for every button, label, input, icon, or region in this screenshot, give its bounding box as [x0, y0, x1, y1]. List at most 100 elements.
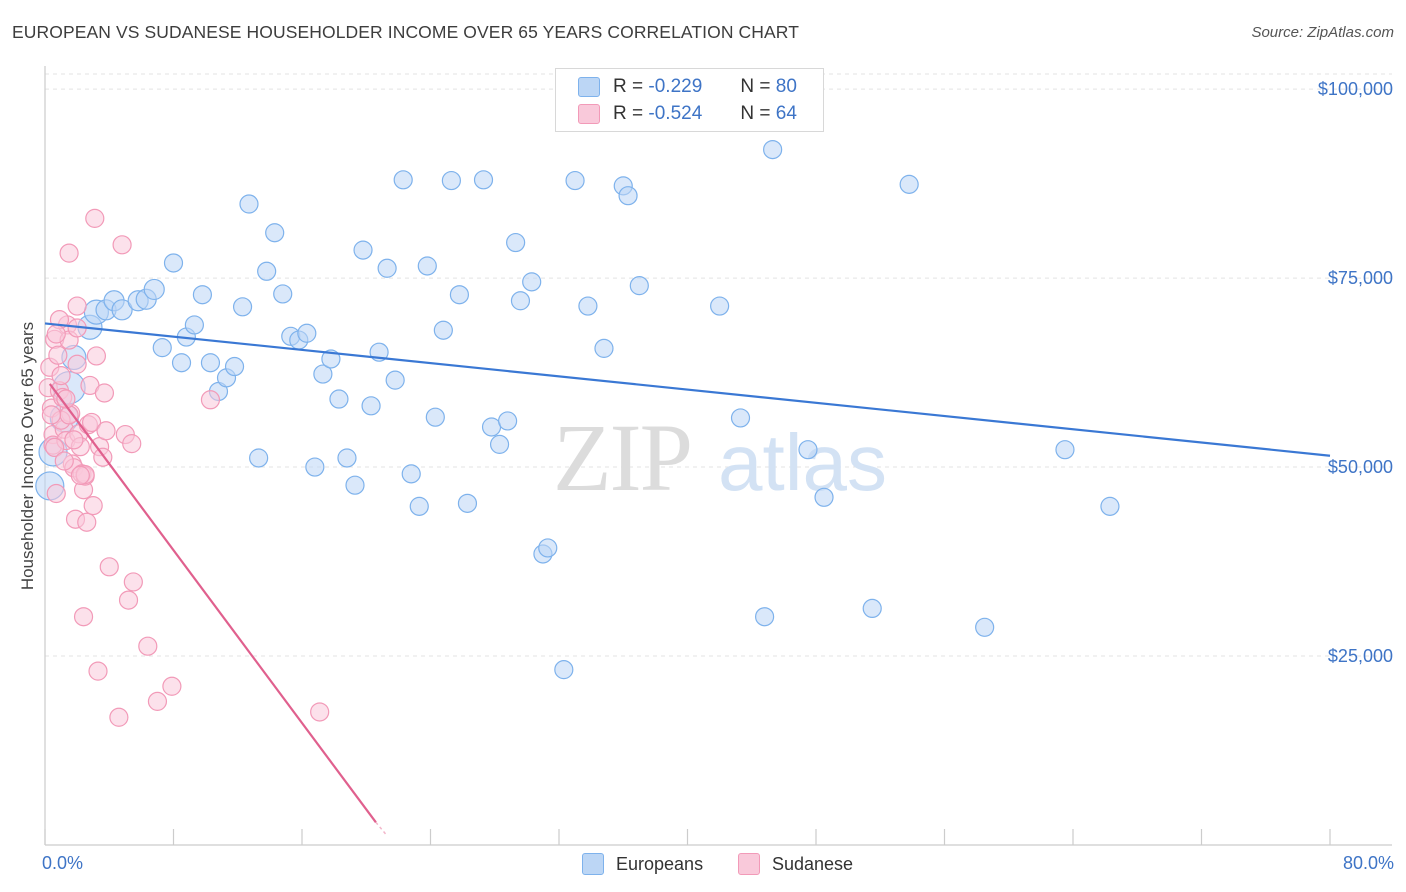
y-tick-label: $50,000 — [1328, 457, 1393, 477]
european-point — [192, 285, 213, 305]
sudanese-point — [56, 389, 76, 409]
sudanese-trend-line — [48, 383, 377, 823]
legend-row-europeans: R = -0.229 N = 80 — [578, 74, 797, 100]
europeans-swatch — [578, 77, 600, 97]
european-point — [385, 370, 405, 390]
european-point — [425, 407, 445, 427]
ticklabel-layer: $25,000 $50,000 $75,000 $100,000 0.0% 80.0% — [42, 79, 1394, 873]
european-point — [473, 170, 494, 190]
y-tick-label: $75,000 — [1328, 268, 1393, 288]
european-point — [361, 396, 381, 416]
sudanese-point — [147, 691, 168, 711]
legend-item-sudanese: Sudanese — [738, 852, 853, 876]
sudanese-point — [81, 412, 102, 433]
european-point — [510, 291, 531, 311]
sudanese-point — [51, 365, 71, 386]
r-label: R = — [613, 76, 644, 97]
sudanese-point — [85, 208, 105, 228]
european-point — [814, 487, 834, 507]
european-point — [449, 285, 470, 305]
european-point — [730, 408, 751, 428]
european-point — [409, 496, 429, 516]
european-point — [305, 457, 325, 477]
european-point — [798, 440, 818, 460]
stats-legend: R = -0.229 N = 80 R = -0.524 N = 64 — [555, 68, 824, 132]
x-tick-label: 0.0% — [42, 853, 83, 873]
european-point — [899, 174, 919, 194]
european-point — [629, 276, 649, 296]
sudanese-legend-swatch — [738, 853, 760, 875]
europeans-r-value: -0.229 — [648, 76, 703, 97]
european-point — [498, 411, 518, 431]
european-point — [321, 349, 341, 369]
europeans-legend-swatch — [582, 853, 604, 875]
sudanese-point — [45, 437, 65, 458]
european-point — [1055, 440, 1075, 460]
sudanese-points — [38, 208, 330, 727]
european-point — [337, 448, 357, 468]
watermark-atlas: atlas — [718, 418, 887, 507]
european-point — [329, 389, 349, 409]
sudanese-point — [123, 572, 143, 592]
grid-layer — [45, 73, 1392, 657]
european-point — [618, 186, 638, 206]
european-point — [232, 297, 253, 317]
r-label: R = — [613, 103, 644, 124]
european-point — [152, 338, 172, 358]
european-point — [111, 299, 133, 321]
legend-item-europeans: Europeans — [582, 852, 703, 876]
european-point — [257, 261, 277, 281]
sudanese-point — [67, 296, 87, 316]
european-point — [763, 139, 783, 160]
trend-layer — [44, 322, 1331, 835]
european-point — [224, 356, 245, 377]
european-point — [1100, 496, 1120, 516]
european-point — [457, 493, 478, 513]
european-point — [239, 194, 259, 214]
sudanese-point — [122, 434, 142, 454]
european-point — [554, 660, 574, 680]
european-point — [313, 364, 333, 384]
european-point — [578, 296, 598, 316]
legend-row-sudanese: R = -0.524 N = 64 — [578, 101, 797, 127]
european-point — [433, 320, 453, 340]
y-tick-label: $25,000 — [1328, 646, 1393, 666]
european-point — [441, 170, 461, 191]
european-point — [565, 170, 585, 191]
sudanese-point — [54, 451, 74, 471]
european-point — [297, 323, 317, 343]
european-point — [401, 464, 421, 484]
sudanese-point — [46, 324, 66, 344]
european-point — [417, 256, 437, 276]
x-tick-label: 80.0% — [1343, 853, 1394, 873]
sudanese-point — [99, 557, 119, 577]
sudanese-point — [310, 702, 330, 722]
watermark-zip: ZIP — [553, 404, 691, 511]
chart-source: Source: ZipAtlas.com — [1251, 24, 1394, 41]
sudanese-point — [88, 661, 108, 681]
european-point — [538, 538, 558, 558]
european-point — [393, 170, 413, 190]
n-label: N = — [740, 76, 771, 97]
sudanese-point — [67, 354, 87, 374]
chart-title: EUROPEAN VS SUDANESE HOUSEHOLDER INCOME … — [12, 22, 799, 42]
european-point — [594, 338, 614, 358]
points-layer — [35, 139, 1120, 727]
sudanese-point — [94, 383, 115, 403]
sudanese-point — [64, 430, 84, 450]
sudanese-point — [77, 512, 97, 532]
n-label: N = — [740, 103, 771, 124]
sudanese-point — [200, 390, 221, 410]
y-tick-label: $100,000 — [1318, 79, 1393, 99]
sudanese-point — [46, 483, 66, 504]
sudanese-point — [118, 590, 139, 610]
sudanese-point — [112, 235, 132, 255]
european-point — [710, 296, 730, 316]
european-point — [862, 598, 882, 619]
european-point — [163, 253, 184, 273]
european-point — [273, 284, 293, 304]
european-point — [481, 417, 502, 437]
sudanese-point — [109, 707, 129, 727]
european-point — [143, 278, 165, 301]
